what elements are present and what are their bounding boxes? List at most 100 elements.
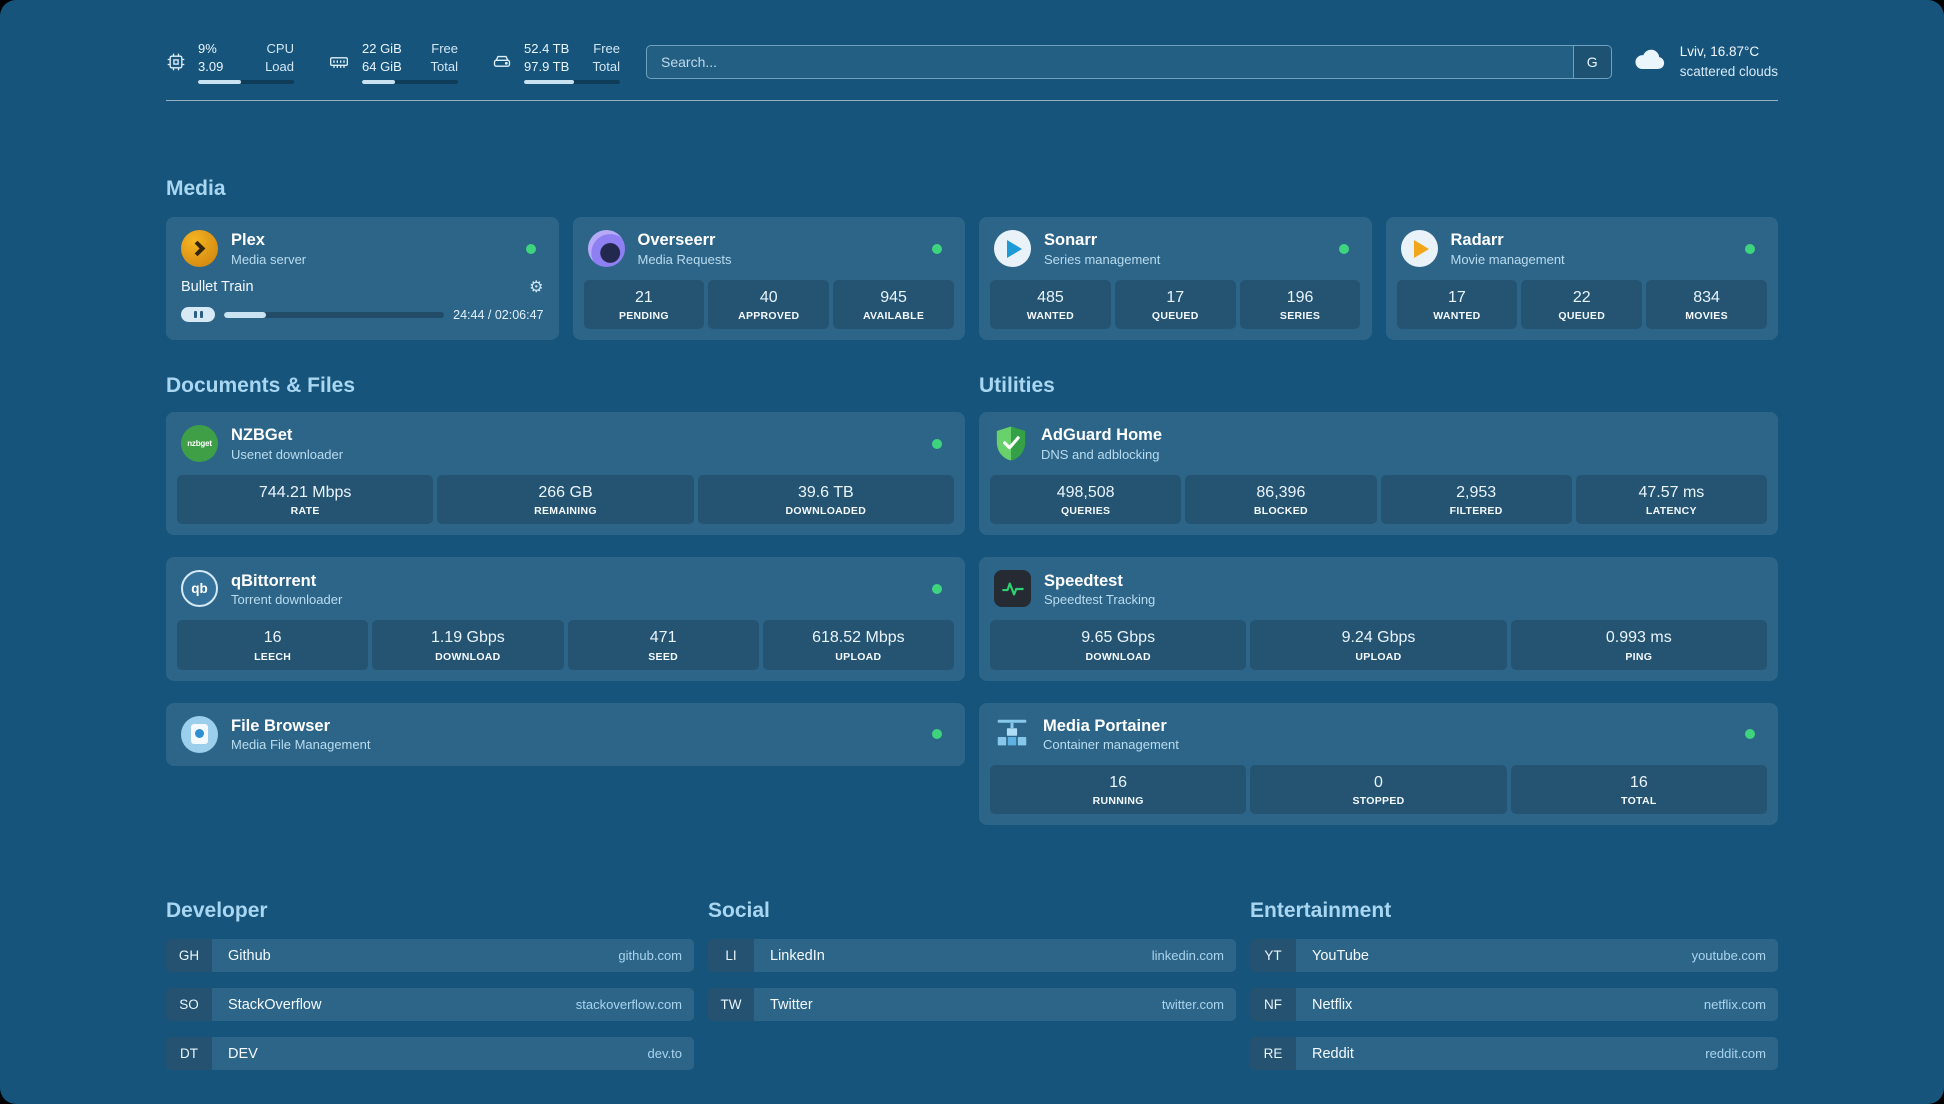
memory-progress-track bbox=[362, 80, 458, 85]
weather-widget: Lviv, 16.87°C scattered clouds bbox=[1632, 42, 1778, 81]
memory-free-value: 22 GiB bbox=[362, 41, 402, 56]
memory-progress-fill bbox=[362, 80, 395, 85]
weather-location: Lviv, 16.87°C bbox=[1679, 44, 1760, 60]
bookmark-dev[interactable]: DT DEV dev.to bbox=[166, 1037, 694, 1071]
cpu-progress-fill bbox=[198, 80, 242, 85]
service-name: Sonarr bbox=[1044, 231, 1098, 250]
developer-heading: Developer bbox=[166, 899, 268, 923]
radarr-card: Radarr Movie management 17 WANTED 22 QUEUE… bbox=[1385, 217, 1778, 341]
cpu-icon bbox=[166, 52, 186, 72]
weather-condition: scattered clouds bbox=[1679, 64, 1778, 80]
sonarr-card-link[interactable]: Sonarr Series management bbox=[990, 228, 1361, 269]
stat-tile: 17 WANTED bbox=[1396, 280, 1518, 330]
status-dot bbox=[932, 243, 942, 254]
bookmark-twitter[interactable]: TW Twitter twitter.com bbox=[708, 988, 1236, 1022]
resource-widgets: 9% CPU 3.09 Load 22 GiB Free 64 GiB bbox=[166, 40, 620, 85]
bookmark-github[interactable]: GH Github github.com bbox=[166, 939, 694, 973]
search-box: G bbox=[646, 45, 1612, 80]
bookmark-reddit[interactable]: RE Reddit reddit.com bbox=[1250, 1037, 1778, 1071]
entertainment-heading: Entertainment bbox=[1250, 899, 1392, 923]
service-name: Plex bbox=[231, 231, 265, 250]
filebrowser-card-link[interactable]: File Browser Media File Management bbox=[177, 714, 954, 755]
stat-tile: 1.19 Gbps DOWNLOAD bbox=[372, 620, 564, 670]
stat-tile: 2,953 FILTERED bbox=[1380, 475, 1572, 525]
sonarr-card: Sonarr Series management 485 WANTED 17 QUE… bbox=[979, 217, 1372, 341]
bookmark-domain: youtube.com bbox=[1691, 948, 1766, 964]
stat-tile: 945 AVAILABLE bbox=[833, 280, 954, 330]
portainer-crane-icon bbox=[994, 716, 1030, 752]
service-description: Speedtest Tracking bbox=[1044, 592, 1156, 608]
stat-tile: 40 APPROVED bbox=[708, 280, 830, 330]
cloud-icon bbox=[1632, 47, 1668, 78]
service-name: Speedtest bbox=[1044, 571, 1123, 590]
bookmark-abbr: RE bbox=[1250, 1037, 1296, 1071]
stat-tile: 266 GB REMAINING bbox=[437, 475, 694, 525]
playback-progress-track[interactable] bbox=[224, 311, 445, 318]
disk-total-value: 97.9 TB bbox=[524, 58, 570, 74]
status-dot bbox=[1745, 728, 1755, 739]
search-input[interactable] bbox=[647, 46, 1573, 79]
social-heading: Social bbox=[708, 899, 770, 923]
disk-progress-track bbox=[524, 80, 620, 85]
stat-tile: 9.24 Gbps UPLOAD bbox=[1250, 620, 1507, 670]
cpu-label: CPU bbox=[266, 41, 294, 56]
bookmark-netflix[interactable]: NF Netflix netflix.com bbox=[1250, 988, 1778, 1022]
filebrowser-card: File Browser Media File Management bbox=[166, 702, 965, 766]
plex-icon bbox=[181, 230, 218, 268]
speedtest-card-link[interactable]: Speedtest Speedtest Tracking bbox=[990, 568, 1767, 609]
bookmark-abbr: SO bbox=[166, 988, 212, 1022]
adguard-card-link[interactable]: AdGuard Home DNS and adblocking bbox=[990, 423, 1767, 464]
entertainment-bookmarks: Entertainment YT YouTube youtube.com NF … bbox=[1250, 899, 1778, 1071]
service-name: AdGuard Home bbox=[1041, 426, 1163, 445]
media-heading: Media bbox=[166, 177, 226, 201]
bookmark-name: LinkedIn bbox=[770, 947, 825, 964]
portainer-card-link[interactable]: Media Portainer Container management bbox=[990, 714, 1767, 755]
service-name: NZBGet bbox=[231, 426, 293, 445]
documents-section: Documents & Files nzbget NZBGet Usenet d… bbox=[166, 374, 965, 825]
qbittorrent-card: qb qBittorrent Torrent downloader 16 LEEC… bbox=[166, 557, 965, 681]
bookmark-abbr: NF bbox=[1250, 988, 1296, 1022]
stat-tile: 0.993 ms PING bbox=[1510, 620, 1767, 670]
bookmark-domain: dev.to bbox=[647, 1046, 682, 1062]
pause-button[interactable] bbox=[181, 307, 215, 323]
cpu-progress-track bbox=[198, 80, 294, 85]
stat-tile: 498,508 QUERIES bbox=[990, 475, 1182, 525]
overseerr-card-link[interactable]: Overseerr Media Requests bbox=[584, 228, 955, 269]
status-dot bbox=[1338, 243, 1349, 254]
status-dot bbox=[1745, 243, 1755, 254]
gear-icon[interactable]: ⚙ bbox=[529, 279, 544, 297]
utilities-heading: Utilities bbox=[979, 374, 1055, 398]
cpu-widget: 9% CPU 3.09 Load bbox=[166, 40, 294, 85]
qbittorrent-card-link[interactable]: qb qBittorrent Torrent downloader bbox=[177, 568, 954, 609]
playback-time: 24:44 / 02:06:47 bbox=[453, 307, 544, 322]
bookmark-youtube[interactable]: YT YouTube youtube.com bbox=[1250, 939, 1778, 973]
bookmark-abbr: LI bbox=[708, 939, 754, 973]
bookmark-abbr: GH bbox=[166, 939, 212, 973]
cpu-load-value: 3.09 bbox=[198, 58, 224, 74]
bookmark-stackoverflow[interactable]: SO StackOverflow stackoverflow.com bbox=[166, 988, 694, 1022]
bookmark-linkedin[interactable]: LI LinkedIn linkedin.com bbox=[708, 939, 1236, 973]
bookmark-domain: reddit.com bbox=[1705, 1046, 1766, 1062]
bookmark-name: Twitter bbox=[770, 996, 813, 1013]
stat-tile: 196 SERIES bbox=[1239, 280, 1361, 330]
overseerr-card: Overseerr Media Requests 21 PENDING 40 APP… bbox=[572, 217, 965, 341]
portainer-card: Media Portainer Container management 16 R… bbox=[979, 702, 1778, 826]
header-divider bbox=[166, 100, 1778, 102]
service-description: Media Requests bbox=[637, 251, 732, 267]
qbittorrent-icon: qb bbox=[181, 570, 218, 608]
nzbget-card-link[interactable]: nzbget NZBGet Usenet downloader bbox=[177, 423, 954, 464]
radarr-card-link[interactable]: Radarr Movie management bbox=[1397, 228, 1768, 269]
memory-free-label: Free bbox=[431, 41, 458, 56]
stat-tile: 485 WANTED bbox=[990, 280, 1111, 330]
sonarr-icon bbox=[994, 230, 1031, 268]
service-name: Overseerr bbox=[637, 231, 716, 250]
search-provider-button[interactable]: G bbox=[1572, 46, 1611, 79]
adguard-shield-icon bbox=[994, 425, 1028, 462]
plex-card-link[interactable]: Plex Media server bbox=[177, 228, 548, 269]
disk-total-label: Total bbox=[592, 58, 620, 74]
stat-tile: 17 QUEUED bbox=[1114, 280, 1236, 330]
media-section: Media Plex Media server Bullet Tra bbox=[166, 177, 1778, 341]
bookmark-name: Netflix bbox=[1312, 996, 1353, 1013]
stat-tile: 39.6 TB DOWNLOADED bbox=[697, 475, 954, 525]
